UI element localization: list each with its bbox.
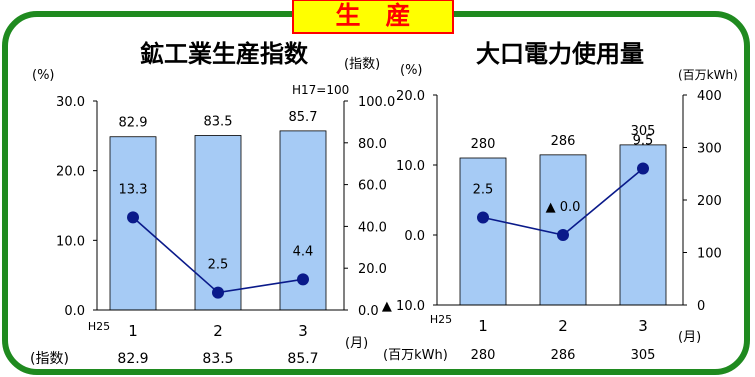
right-axis-sublabel: H17=100 xyxy=(292,83,349,97)
left-axis-label: (%) xyxy=(32,68,55,83)
bar-value-label: 82.9 xyxy=(119,116,148,131)
right-axis-label: (指数) xyxy=(344,57,380,72)
chart-title: 鉱工業生産指数 xyxy=(140,40,309,68)
line-point xyxy=(557,229,569,241)
left-tick-label: 20.0 xyxy=(396,89,425,104)
plot-area: 280 286 305 ▲ 10.0 0.0 10.0 20.0 0 100 200 300 400 1… xyxy=(382,89,722,335)
right-tick-label: 200 xyxy=(697,194,722,209)
right-tick-label: 0.0 xyxy=(358,304,379,319)
right-tick-label: 300 xyxy=(697,142,722,157)
x-tick-label: 3 xyxy=(298,322,308,340)
x-axis-prefix: H25 xyxy=(88,320,110,333)
left-tick-label: 0.0 xyxy=(404,229,425,244)
line-value-label: 2.5 xyxy=(473,183,494,198)
left-tick-label: 30.0 xyxy=(56,95,85,110)
right-tick-label: 80.0 xyxy=(358,137,387,152)
left-tick-label: 0.0 xyxy=(64,304,85,319)
line-point xyxy=(127,211,139,224)
right-tick-label: 400 xyxy=(697,89,722,104)
right-tick-label: 20.0 xyxy=(358,262,387,277)
left-tick-label: ▲ 10.0 xyxy=(382,299,425,314)
bottom-row-label: (百万kWh) xyxy=(383,348,448,363)
bar xyxy=(109,136,157,311)
plot-area: 82.9 83.5 85.7 0.0 10.0 20.0 30.0 0.0 20.0 40.0 60… xyxy=(56,95,395,340)
line-point xyxy=(212,286,224,299)
right-tick-label: 0 xyxy=(697,299,705,314)
chart-mining-production: 鉱工業生産指数 (%) (指数) H17=100 82.9 83.5 85.7 0.0… xyxy=(30,40,395,367)
bottom-row-value: 82.9 xyxy=(117,351,148,367)
line-value-label: 4.4 xyxy=(293,244,314,259)
chart-title: 大口電力使用量 xyxy=(476,40,644,68)
bottom-row-value: 85.7 xyxy=(287,351,318,367)
x-tick-label: 1 xyxy=(478,317,488,335)
bottom-row-value: 286 xyxy=(551,348,576,363)
bottom-row-value: 305 xyxy=(631,348,656,363)
line-point xyxy=(297,273,309,286)
right-tick-label: 100.0 xyxy=(358,95,395,110)
x-tick-label: 2 xyxy=(558,317,568,335)
x-axis-prefix: H25 xyxy=(430,313,452,326)
line-value-label: 9.5 xyxy=(633,134,654,149)
right-tick-label: 100 xyxy=(697,247,722,262)
line-point xyxy=(477,211,489,224)
bottom-row-label: (指数) xyxy=(30,351,69,367)
left-axis-label: (%) xyxy=(400,63,423,78)
line-value-label: 13.3 xyxy=(119,182,148,197)
left-tick-label: 20.0 xyxy=(56,165,85,180)
section-banner-text: 生 産 xyxy=(335,1,410,30)
right-tick-label: 40.0 xyxy=(358,220,387,235)
line-point xyxy=(637,162,649,175)
bar-value-label: 85.7 xyxy=(289,110,318,125)
x-axis-unit: (月) xyxy=(678,330,701,345)
x-tick-label: 1 xyxy=(128,322,138,340)
bar-value-label: 286 xyxy=(551,134,576,149)
line-value-label: ▲ 0.0 xyxy=(546,200,581,215)
bar-value-label: 305 xyxy=(631,124,656,139)
x-tick-label: 3 xyxy=(638,317,648,335)
line-value-label: 2.5 xyxy=(208,258,229,273)
bottom-row-value: 83.5 xyxy=(202,351,233,367)
x-tick-label: 2 xyxy=(213,322,223,340)
bar xyxy=(194,135,242,311)
bar xyxy=(459,157,507,306)
x-axis-unit: (月) xyxy=(345,336,368,351)
left-tick-label: 10.0 xyxy=(56,234,85,249)
right-tick-label: 60.0 xyxy=(358,179,387,194)
bar-value-label: 280 xyxy=(471,137,496,152)
bottom-row-value: 280 xyxy=(471,348,496,363)
right-axis-label: (百万kWh) xyxy=(678,68,738,82)
left-tick-label: 10.0 xyxy=(396,159,425,174)
section-banner xyxy=(292,0,454,34)
bar-value-label: 83.5 xyxy=(204,114,233,129)
